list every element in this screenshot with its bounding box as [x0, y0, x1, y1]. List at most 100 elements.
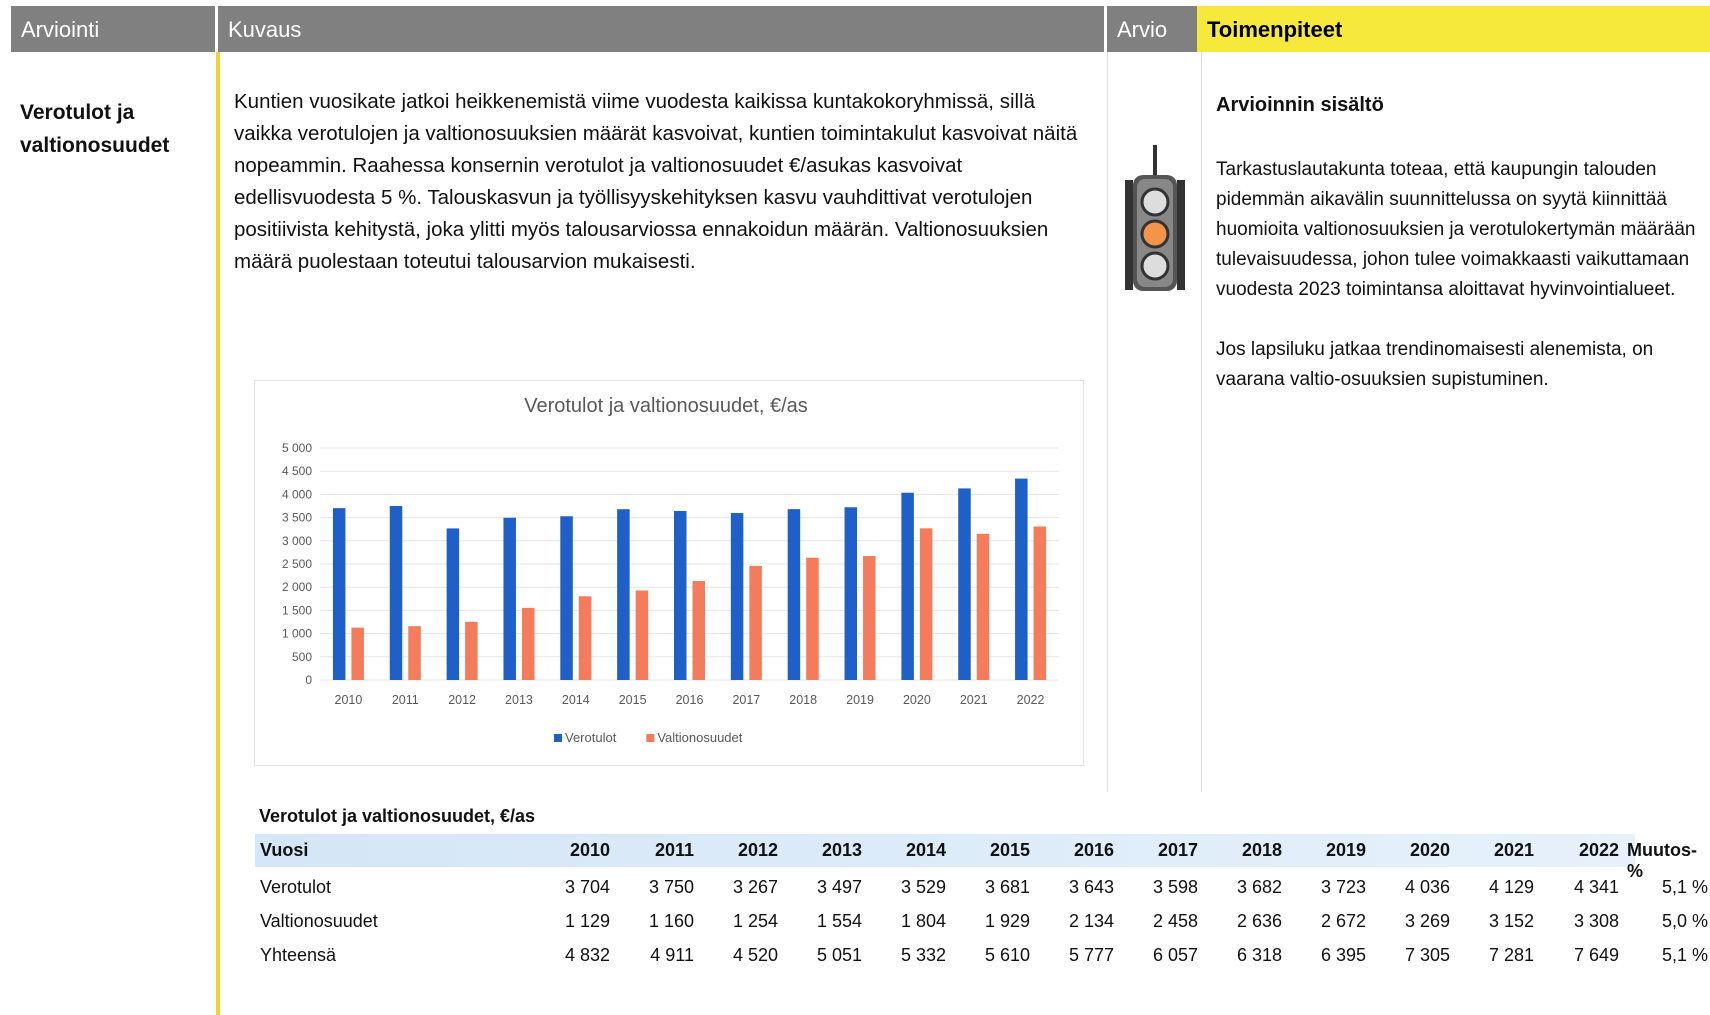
- table-header-cell: 2016: [1073, 840, 1114, 860]
- bar: [465, 621, 478, 680]
- table-cell: 5,1 %: [1661, 945, 1708, 965]
- y-tick-label: 3 000: [282, 534, 312, 548]
- y-tick-label: 4 000: [282, 487, 312, 501]
- y-tick-label: 2 500: [282, 557, 312, 571]
- bar: [389, 506, 403, 680]
- topic: Verotulot ja valtionosuudet: [20, 101, 170, 157]
- header-cell: Toimenpiteet: [1197, 6, 1710, 52]
- bar: [560, 516, 573, 680]
- table-cell: 3 497: [816, 877, 862, 897]
- header-cell: Kuvaus: [218, 6, 1104, 52]
- table-cell: 1 160: [648, 911, 694, 931]
- chart: Verotulot ja valtionosuudet, €/as 0 500 1 …: [254, 380, 1084, 766]
- bar: [863, 556, 876, 680]
- table-cell: 7 281: [1488, 945, 1534, 965]
- legend-swatch: [646, 734, 655, 742]
- header-cell: Arvio: [1107, 6, 1197, 52]
- x-tick-label: 2021: [960, 693, 988, 707]
- table-cell: 3 308: [1573, 911, 1619, 931]
- bar: [749, 565, 762, 680]
- table-header-band: [255, 834, 1635, 867]
- x-tick-label: 2017: [732, 693, 760, 707]
- table-cell: 2 458: [1152, 911, 1198, 931]
- bar: [1033, 526, 1047, 680]
- table-cell: 4 129: [1488, 877, 1534, 897]
- table-cell: 6 395: [1320, 945, 1366, 965]
- table-cell: 1 554: [816, 911, 862, 931]
- x-tick-label: 2016: [676, 693, 704, 707]
- table-cell: 6 057: [1152, 945, 1198, 965]
- chart-title: Verotulot ja valtionosuudet, €/as: [524, 395, 808, 417]
- y-tick-label: 1 500: [282, 603, 312, 617]
- table-header-cell: 2013: [821, 840, 862, 860]
- table-header-cell: 2012: [737, 840, 778, 860]
- table-header-cell: 2011: [654, 840, 694, 860]
- table-cell: 5,1 %: [1661, 877, 1708, 897]
- legend-label: Valtionosuudet: [657, 730, 742, 745]
- table-header-cell: 2010: [569, 840, 610, 860]
- bar: [521, 607, 535, 680]
- table-header-cell: 2018: [1241, 840, 1282, 860]
- table-cell: 4 341: [1573, 877, 1619, 897]
- table-cell: 3 750: [648, 877, 694, 897]
- table-header-cell: 2019: [1325, 840, 1366, 860]
- table-header-cell: 2014: [905, 840, 946, 860]
- table-cell: 4 520: [732, 945, 778, 965]
- bar: [919, 528, 933, 680]
- bar: [503, 517, 516, 680]
- x-tick-label: 2019: [846, 693, 874, 707]
- table-header-cell: 2021: [1493, 840, 1534, 860]
- bar: [787, 509, 801, 680]
- table-cell: 3 529: [900, 877, 946, 897]
- bar: [578, 596, 592, 680]
- table-cell: 1 254: [732, 911, 778, 931]
- bar: [1015, 478, 1028, 680]
- y-tick-label: 0: [305, 673, 312, 687]
- x-tick-label: 2020: [903, 693, 931, 707]
- table-header-cell: 2020: [1409, 840, 1450, 860]
- y-tick-label: 2 000: [282, 580, 312, 594]
- bar: [351, 627, 364, 680]
- table-cell: 3 643: [1068, 877, 1114, 897]
- table-cell: 3 723: [1320, 877, 1366, 897]
- bar: [901, 492, 914, 680]
- x-tick-label: 2013: [505, 693, 533, 707]
- table-cell: 5 051: [816, 945, 862, 965]
- x-tick-label: 2015: [619, 693, 647, 707]
- x-tick-label: 2018: [789, 693, 817, 707]
- y-tick-label: 4 500: [282, 464, 312, 478]
- divider: [1201, 52, 1202, 792]
- y-tick-label: 3 500: [282, 511, 312, 525]
- table-cell: 4 832: [564, 945, 610, 965]
- table-cell: 1 129: [564, 911, 610, 931]
- y-tick-label: 5 000: [282, 441, 312, 455]
- bar: [446, 528, 460, 680]
- bar: [692, 580, 706, 680]
- divider: [216, 52, 220, 1015]
- table-cell: 7 649: [1573, 945, 1619, 965]
- table-cell: 4 036: [1404, 877, 1450, 897]
- table-cell: 3 681: [984, 877, 1030, 897]
- bar: [976, 533, 990, 680]
- table-cell: Yhteensä: [260, 945, 337, 965]
- table-cell: 1 929: [984, 911, 1030, 931]
- paragraph: Tarkastuslautakunta toteaa, että kaupung…: [1216, 159, 1696, 300]
- bar: [730, 513, 744, 680]
- bar: [408, 626, 421, 680]
- legend-swatch: [554, 734, 562, 742]
- y-tick-label: 500: [292, 650, 312, 664]
- table-cell: 5,0 %: [1661, 911, 1708, 931]
- table-header-cell: Muutos-%: [1627, 840, 1697, 881]
- bar: [617, 509, 630, 680]
- table-cell: 3 598: [1152, 877, 1198, 897]
- bar: [844, 507, 858, 680]
- table-cell: 3 682: [1236, 877, 1282, 897]
- paragraph: Jos lapsiluku jatkaa trendinomaisesti al…: [1216, 339, 1654, 390]
- table-cell: 4 911: [650, 945, 694, 965]
- table-title: Verotulot ja valtionosuudet, €/as: [259, 806, 536, 826]
- table-cell: Valtionosuudet: [260, 911, 378, 931]
- table-cell: 1 804: [900, 911, 946, 931]
- table-header-cell: 2017: [1157, 840, 1198, 860]
- x-tick-label: 2022: [1017, 693, 1045, 707]
